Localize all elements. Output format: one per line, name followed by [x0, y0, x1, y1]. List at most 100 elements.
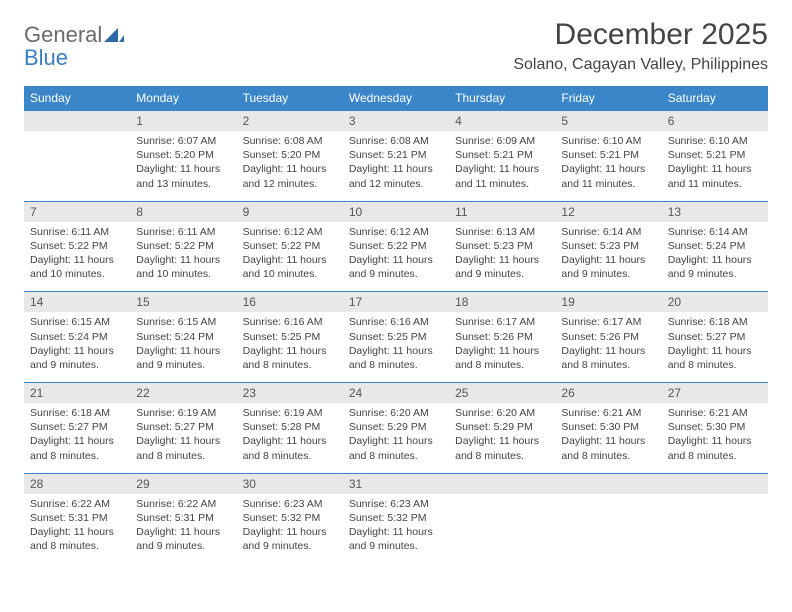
week-number-row: 28293031 — [24, 473, 768, 494]
header: General Blue December 2025 Solano, Cagay… — [24, 18, 768, 84]
day-number-empty — [449, 474, 555, 494]
day-cell: Sunrise: 6:17 AMSunset: 5:26 PMDaylight:… — [449, 312, 555, 382]
day-number-empty — [662, 474, 768, 494]
sunrise-line: Sunrise: 6:13 AM — [455, 225, 549, 239]
sunrise-line: Sunrise: 6:14 AM — [561, 225, 655, 239]
weekday-header: Sunday — [24, 86, 130, 111]
daylight-line: Daylight: 11 hours and 10 minutes. — [136, 253, 230, 281]
sunset-line: Sunset: 5:22 PM — [136, 239, 230, 253]
daylight-line: Daylight: 11 hours and 9 minutes. — [349, 253, 443, 281]
daylight-line: Daylight: 11 hours and 12 minutes. — [243, 162, 337, 190]
sunset-line: Sunset: 5:27 PM — [668, 330, 762, 344]
sunrise-line: Sunrise: 6:08 AM — [243, 134, 337, 148]
calendar-page: General Blue December 2025 Solano, Cagay… — [0, 0, 792, 583]
sunset-line: Sunset: 5:24 PM — [136, 330, 230, 344]
day-number: 21 — [24, 383, 130, 403]
daylight-line: Daylight: 11 hours and 8 minutes. — [30, 434, 124, 462]
day-number: 19 — [555, 292, 661, 312]
sunrise-line: Sunrise: 6:18 AM — [668, 315, 762, 329]
sunrise-line: Sunrise: 6:20 AM — [349, 406, 443, 420]
daylight-line: Daylight: 11 hours and 9 minutes. — [455, 253, 549, 281]
week-content-row: Sunrise: 6:15 AMSunset: 5:24 PMDaylight:… — [24, 312, 768, 382]
daylight-line: Daylight: 11 hours and 8 minutes. — [349, 344, 443, 372]
day-cell: Sunrise: 6:22 AMSunset: 5:31 PMDaylight:… — [130, 494, 236, 564]
day-number: 20 — [662, 292, 768, 312]
sunset-line: Sunset: 5:21 PM — [561, 148, 655, 162]
day-cell: Sunrise: 6:10 AMSunset: 5:21 PMDaylight:… — [662, 131, 768, 201]
sunrise-line: Sunrise: 6:16 AM — [349, 315, 443, 329]
sunset-line: Sunset: 5:23 PM — [561, 239, 655, 253]
day-cell: Sunrise: 6:23 AMSunset: 5:32 PMDaylight:… — [343, 494, 449, 564]
day-cell: Sunrise: 6:22 AMSunset: 5:31 PMDaylight:… — [24, 494, 130, 564]
sunrise-line: Sunrise: 6:17 AM — [455, 315, 549, 329]
daylight-line: Daylight: 11 hours and 9 minutes. — [243, 525, 337, 553]
sunset-line: Sunset: 5:21 PM — [668, 148, 762, 162]
sunrise-line: Sunrise: 6:23 AM — [243, 497, 337, 511]
week-number-row: 78910111213 — [24, 201, 768, 222]
day-cell: Sunrise: 6:16 AMSunset: 5:25 PMDaylight:… — [343, 312, 449, 382]
weekday-header: Saturday — [662, 86, 768, 111]
sunrise-line: Sunrise: 6:11 AM — [30, 225, 124, 239]
daylight-line: Daylight: 11 hours and 8 minutes. — [455, 434, 549, 462]
sunrise-line: Sunrise: 6:15 AM — [136, 315, 230, 329]
daylight-line: Daylight: 11 hours and 9 minutes. — [561, 253, 655, 281]
day-number: 18 — [449, 292, 555, 312]
sunset-line: Sunset: 5:22 PM — [349, 239, 443, 253]
day-number: 23 — [237, 383, 343, 403]
day-cell: Sunrise: 6:14 AMSunset: 5:24 PMDaylight:… — [662, 222, 768, 292]
sunset-line: Sunset: 5:22 PM — [243, 239, 337, 253]
day-number: 2 — [237, 111, 343, 131]
daylight-line: Daylight: 11 hours and 9 minutes. — [136, 525, 230, 553]
day-cell: Sunrise: 6:10 AMSunset: 5:21 PMDaylight:… — [555, 131, 661, 201]
day-number: 27 — [662, 383, 768, 403]
daylight-line: Daylight: 11 hours and 8 minutes. — [561, 344, 655, 372]
weekday-header: Friday — [555, 86, 661, 111]
day-cell: Sunrise: 6:14 AMSunset: 5:23 PMDaylight:… — [555, 222, 661, 292]
sunrise-line: Sunrise: 6:19 AM — [243, 406, 337, 420]
day-cell: Sunrise: 6:23 AMSunset: 5:32 PMDaylight:… — [237, 494, 343, 564]
day-number: 13 — [662, 202, 768, 222]
sunset-line: Sunset: 5:26 PM — [455, 330, 549, 344]
logo: General Blue — [24, 18, 124, 70]
sunrise-line: Sunrise: 6:07 AM — [136, 134, 230, 148]
day-number: 22 — [130, 383, 236, 403]
sunset-line: Sunset: 5:21 PM — [349, 148, 443, 162]
sunset-line: Sunset: 5:20 PM — [136, 148, 230, 162]
daylight-line: Daylight: 11 hours and 11 minutes. — [455, 162, 549, 190]
day-cell: Sunrise: 6:11 AMSunset: 5:22 PMDaylight:… — [130, 222, 236, 292]
daylight-line: Daylight: 11 hours and 8 minutes. — [243, 434, 337, 462]
day-cell: Sunrise: 6:08 AMSunset: 5:20 PMDaylight:… — [237, 131, 343, 201]
sunset-line: Sunset: 5:24 PM — [30, 330, 124, 344]
day-cell: Sunrise: 6:19 AMSunset: 5:28 PMDaylight:… — [237, 403, 343, 473]
day-number: 30 — [237, 474, 343, 494]
day-number-empty — [24, 111, 130, 131]
day-number: 4 — [449, 111, 555, 131]
day-cell-empty — [449, 494, 555, 552]
day-number-empty — [555, 474, 661, 494]
sunrise-line: Sunrise: 6:21 AM — [561, 406, 655, 420]
sunset-line: Sunset: 5:27 PM — [30, 420, 124, 434]
calendar-body: 123456Sunrise: 6:07 AMSunset: 5:20 PMDay… — [24, 111, 768, 564]
daylight-line: Daylight: 11 hours and 8 minutes. — [455, 344, 549, 372]
sunrise-line: Sunrise: 6:14 AM — [668, 225, 762, 239]
day-number: 25 — [449, 383, 555, 403]
daylight-line: Daylight: 11 hours and 8 minutes. — [668, 344, 762, 372]
sunset-line: Sunset: 5:20 PM — [243, 148, 337, 162]
page-subtitle: Solano, Cagayan Valley, Philippines — [513, 56, 768, 74]
day-number: 28 — [24, 474, 130, 494]
day-cell: Sunrise: 6:18 AMSunset: 5:27 PMDaylight:… — [24, 403, 130, 473]
day-cell-empty — [555, 494, 661, 552]
sunset-line: Sunset: 5:31 PM — [30, 511, 124, 525]
daylight-line: Daylight: 11 hours and 8 minutes. — [136, 434, 230, 462]
day-cell: Sunrise: 6:17 AMSunset: 5:26 PMDaylight:… — [555, 312, 661, 382]
sunset-line: Sunset: 5:32 PM — [243, 511, 337, 525]
weekday-header: Thursday — [449, 86, 555, 111]
day-cell: Sunrise: 6:15 AMSunset: 5:24 PMDaylight:… — [24, 312, 130, 382]
day-number: 8 — [130, 202, 236, 222]
day-number: 24 — [343, 383, 449, 403]
sunrise-line: Sunrise: 6:17 AM — [561, 315, 655, 329]
sunrise-line: Sunrise: 6:16 AM — [243, 315, 337, 329]
sunset-line: Sunset: 5:29 PM — [455, 420, 549, 434]
weekday-header: Tuesday — [237, 86, 343, 111]
day-cell: Sunrise: 6:21 AMSunset: 5:30 PMDaylight:… — [555, 403, 661, 473]
